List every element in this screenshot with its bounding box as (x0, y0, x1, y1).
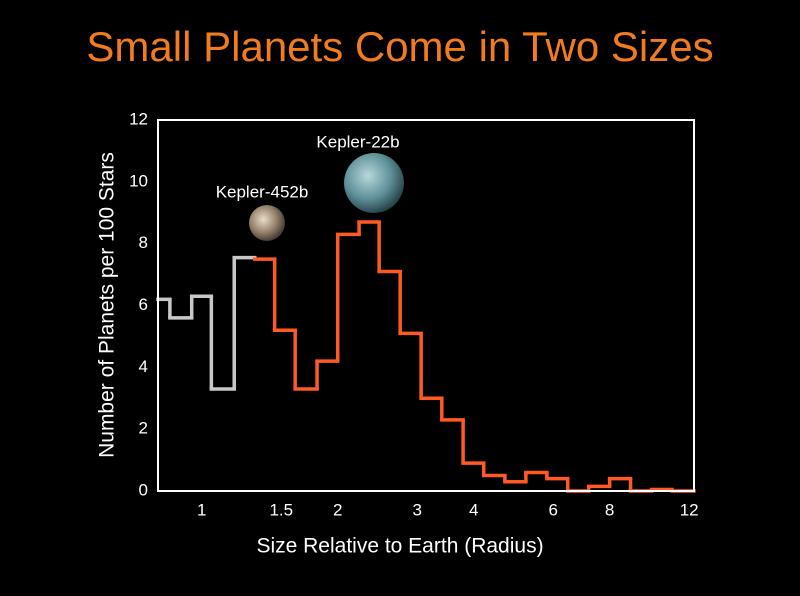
y-tick-label: 10 (129, 171, 148, 190)
x-tick-label: 8 (605, 500, 614, 519)
y-tick-label: 12 (129, 109, 148, 128)
y-tick-label: 8 (139, 233, 148, 252)
y-tick-label: 2 (139, 419, 148, 438)
plot-frame (157, 119, 695, 492)
plot (156, 220, 696, 493)
x-tick-label: 4 (469, 500, 478, 519)
x-tick-label: 1.5 (269, 500, 293, 519)
y-tick-label: 4 (139, 357, 148, 376)
x-axis-label: Size Relative to Earth (Radius) (256, 535, 543, 558)
y-tick-label: 0 (139, 480, 148, 499)
x-tick-label: 1 (197, 500, 206, 519)
x-tick-label: 3 (413, 500, 422, 519)
y-tick-label: 6 (139, 295, 148, 314)
annotation: Kepler-452b (216, 182, 309, 201)
annotation: Kepler-22b (316, 132, 399, 151)
x-tick-label: 2 (333, 500, 342, 519)
x-tick-label: 12 (680, 500, 699, 519)
planet-image (249, 205, 285, 241)
chart-title: Small Planets Come in Two Sizes (86, 23, 713, 70)
x-tick-label: 6 (548, 500, 557, 519)
planet-image (344, 153, 404, 213)
y-axis-label: Number of Planets per 100 Stars (96, 152, 119, 458)
